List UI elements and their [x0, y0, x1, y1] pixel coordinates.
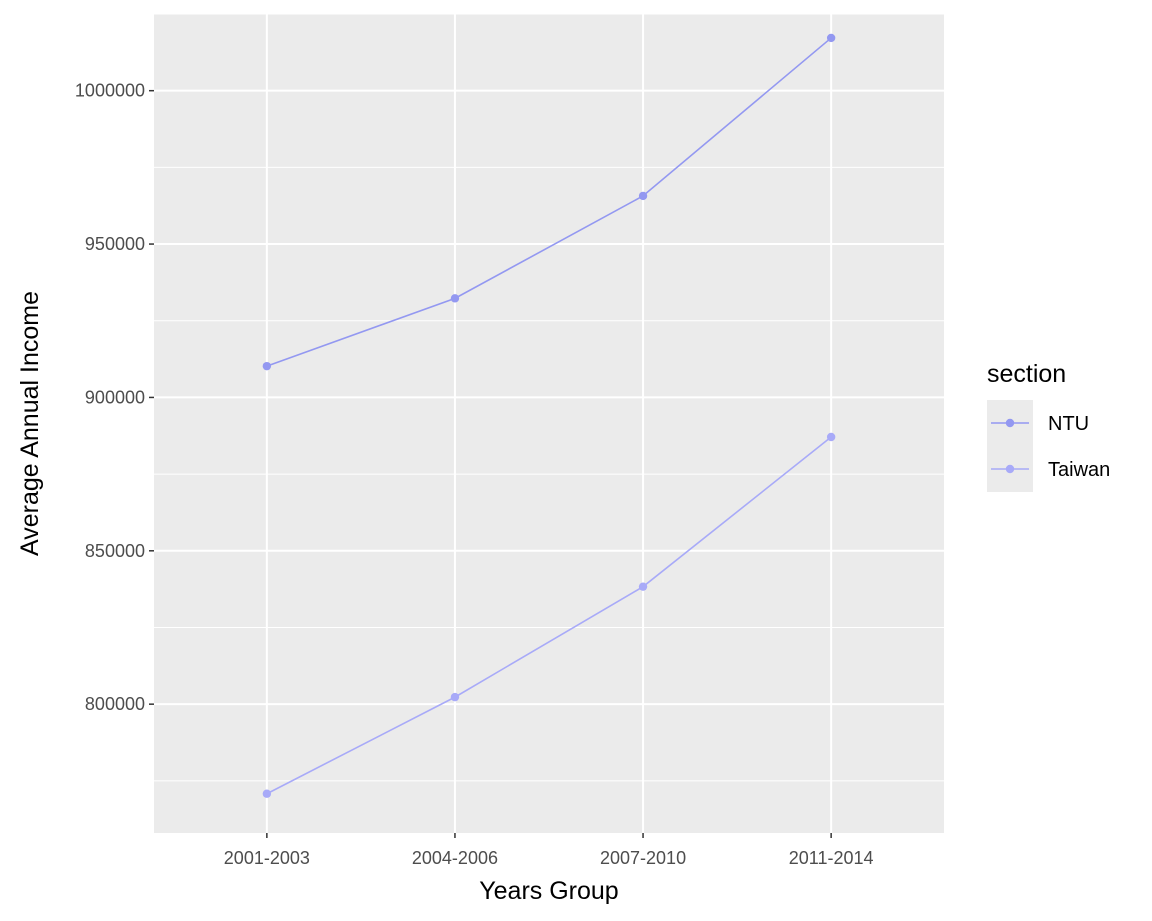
legend-keys-background	[987, 400, 1033, 492]
series-taiwan	[262, 432, 836, 798]
x-axis: 2001-2003 2004-2006 2007-2010 2011-2014	[224, 833, 874, 868]
series-ntu	[262, 33, 836, 371]
data-point	[262, 361, 272, 371]
y-tick-label: 800000	[85, 694, 145, 714]
data-point	[450, 294, 460, 303]
legend-key-point	[1005, 464, 1015, 474]
x-axis-title: Years Group	[479, 877, 618, 905]
y-axis: 800000 850000 900000 950000 1000000	[75, 81, 154, 714]
legend-item-taiwan: Taiwan	[991, 459, 1110, 481]
legend-key-point	[1005, 418, 1015, 428]
legend: section NTU Taiwan	[987, 360, 1110, 492]
series-line	[266, 436, 832, 795]
y-axis-title: Average Annual Income	[16, 291, 44, 556]
data-point	[638, 191, 648, 201]
data-point	[638, 582, 648, 591]
data-point	[450, 692, 460, 702]
series-layer	[262, 33, 836, 798]
y-tick-label: 950000	[85, 234, 145, 254]
legend-label: Taiwan	[1048, 459, 1110, 481]
legend-items: NTU Taiwan	[991, 413, 1110, 481]
y-tick-label: 850000	[85, 541, 145, 561]
x-tick-label: 2001-2003	[224, 848, 310, 868]
legend-label: NTU	[1048, 413, 1089, 435]
x-tick-label: 2007-2010	[600, 848, 686, 868]
x-tick-label: 2011-2014	[789, 848, 874, 868]
plot-panel	[154, 14, 944, 833]
data-point	[826, 432, 836, 442]
legend-item-ntu: NTU	[991, 413, 1089, 435]
x-tick-label: 2004-2006	[412, 848, 498, 868]
legend-title: section	[987, 360, 1066, 388]
y-tick-label: 1000000	[75, 81, 145, 101]
data-point	[826, 33, 836, 43]
series-line	[266, 37, 832, 367]
data-point	[262, 789, 272, 798]
minor-gridlines	[154, 13, 944, 782]
y-tick-label: 900000	[85, 387, 145, 407]
